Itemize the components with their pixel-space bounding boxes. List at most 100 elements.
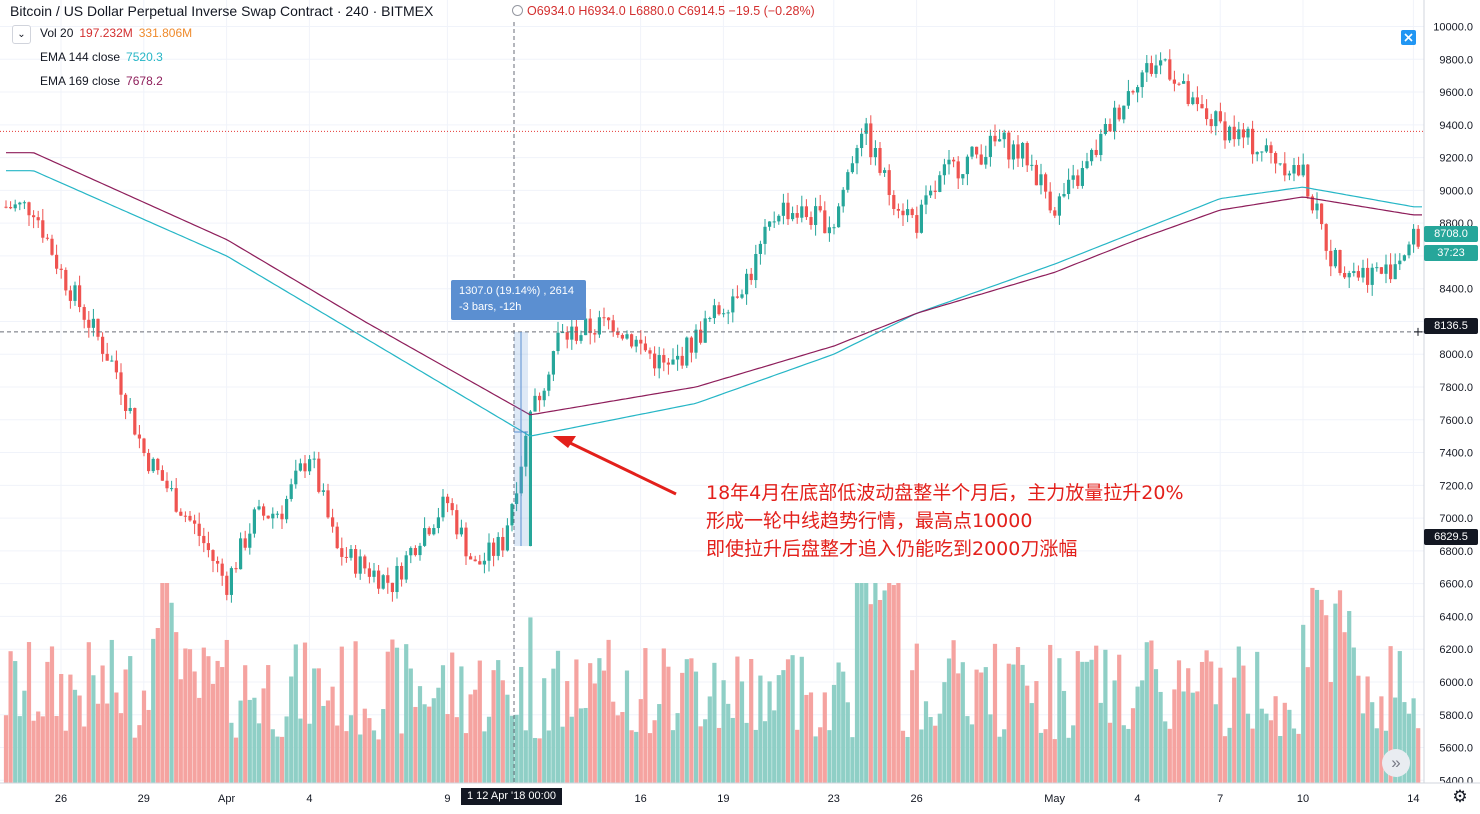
volume-bar — [629, 730, 634, 783]
volume-bar — [31, 720, 36, 783]
volume-bar — [887, 583, 892, 783]
volume-bar — [422, 704, 427, 783]
candle-down — [869, 123, 873, 158]
settings-button[interactable]: ⚙ — [1450, 787, 1470, 807]
volume-bar — [118, 713, 124, 783]
candle-up — [1182, 81, 1186, 84]
volume-bar — [330, 686, 335, 783]
candle-up — [395, 565, 399, 593]
volume-bar — [100, 665, 105, 783]
candle-down — [1283, 163, 1287, 176]
candle-down — [55, 254, 59, 269]
crosshair-price-label: 8136.5 — [1424, 318, 1478, 334]
volume-bar — [578, 708, 584, 783]
legend-ema144[interactable]: EMA 144 close 7520.3 — [40, 49, 163, 65]
volume-bar — [721, 680, 726, 783]
candle-down — [160, 470, 164, 481]
volume-bar — [749, 659, 754, 783]
volume-bar — [1278, 736, 1283, 783]
candle-down — [1324, 224, 1328, 251]
candle-up — [1136, 87, 1140, 93]
volume-bar — [164, 583, 170, 783]
time-tick-label: 26 — [910, 793, 922, 805]
candle-down — [220, 563, 224, 576]
candle-down — [427, 528, 431, 535]
volume-bar — [997, 736, 1002, 783]
volume-bar — [1227, 727, 1232, 783]
volume-bar — [385, 651, 390, 783]
candle-up — [965, 156, 969, 175]
volume-bar — [647, 733, 653, 783]
candle-down — [377, 570, 381, 589]
candle-up — [1255, 152, 1259, 155]
candle-down — [464, 527, 468, 557]
volume-bar — [1135, 686, 1140, 783]
candle-down — [147, 453, 151, 472]
candle-down — [156, 458, 160, 471]
candle-down — [41, 220, 45, 238]
volume-bar — [155, 628, 160, 783]
legend-volume[interactable]: Vol 20 197.232M 331.806M — [40, 25, 192, 41]
volume-bar — [896, 583, 901, 783]
annotation-text[interactable]: 18年4月在底部低波动盘整半个月后，主力放量拉升20% 形成一轮中线趋势行情，最… — [706, 479, 1184, 563]
price-tick-label: 7400.0 — [1439, 448, 1473, 460]
volume-bar — [491, 670, 496, 783]
volume-bar — [615, 715, 620, 783]
volume-bar — [1103, 649, 1108, 783]
volume-bar — [1195, 691, 1200, 783]
volume-bar — [1149, 640, 1154, 783]
candle-up — [22, 202, 26, 204]
time-tick-label: 4 — [306, 793, 312, 805]
volume-bar — [611, 701, 616, 783]
volume-bar — [1043, 729, 1048, 783]
candle-down — [804, 206, 808, 218]
collapse-legend-button[interactable]: ⌄ — [12, 25, 31, 44]
candle-up — [298, 463, 302, 471]
volume-bar — [900, 730, 906, 783]
candle-down — [1343, 272, 1347, 278]
candle-down — [1379, 267, 1383, 274]
candle-down — [183, 515, 187, 517]
volume-bar — [266, 665, 271, 783]
volume-bar — [831, 684, 837, 783]
candle-up — [929, 190, 933, 196]
legend-ema169[interactable]: EMA 169 close 7678.2 — [40, 73, 163, 89]
scroll-to-realtime-button[interactable]: » — [1382, 749, 1410, 777]
volume-bar — [634, 731, 639, 783]
volume-bar — [77, 695, 82, 783]
time-tick-label: 23 — [828, 793, 840, 805]
candle-down — [119, 372, 123, 395]
candle-down — [818, 206, 822, 211]
candle-down — [956, 161, 960, 179]
volume-bar — [1347, 611, 1352, 783]
candle-up — [1122, 105, 1126, 120]
indicator-value-ma: 331.806M — [138, 26, 193, 40]
volume-bar — [353, 641, 358, 783]
indicator-label: EMA 144 close — [40, 50, 121, 64]
double-chevron-right-icon: » — [1391, 753, 1401, 772]
price-tick-label: 5600.0 — [1439, 743, 1473, 755]
candle-down — [501, 536, 505, 551]
volume-bar — [620, 712, 625, 783]
volume-bar — [1015, 647, 1021, 783]
symbol-title[interactable]: Bitcoin / US Dollar Perpetual Inverse Sw… — [10, 3, 434, 19]
volume-bar — [537, 738, 542, 783]
volume-bar — [1351, 647, 1356, 783]
candle-up — [561, 332, 565, 334]
volume-bar — [335, 725, 340, 783]
candle-up — [1214, 111, 1218, 127]
volume-bar — [201, 647, 206, 783]
candle-up — [1191, 97, 1195, 105]
volume-bar — [252, 697, 257, 783]
volume-bar — [390, 639, 395, 783]
time-tick-label: Apr — [218, 793, 235, 805]
volume-bar — [882, 590, 887, 783]
volume-bar — [132, 737, 137, 783]
flag-icon[interactable] — [1401, 30, 1416, 45]
candle-down — [952, 159, 956, 162]
time-tick-label: 14 — [1407, 793, 1419, 805]
candle-up — [745, 273, 749, 295]
volume-bar — [224, 639, 229, 783]
candle-up — [418, 545, 422, 556]
